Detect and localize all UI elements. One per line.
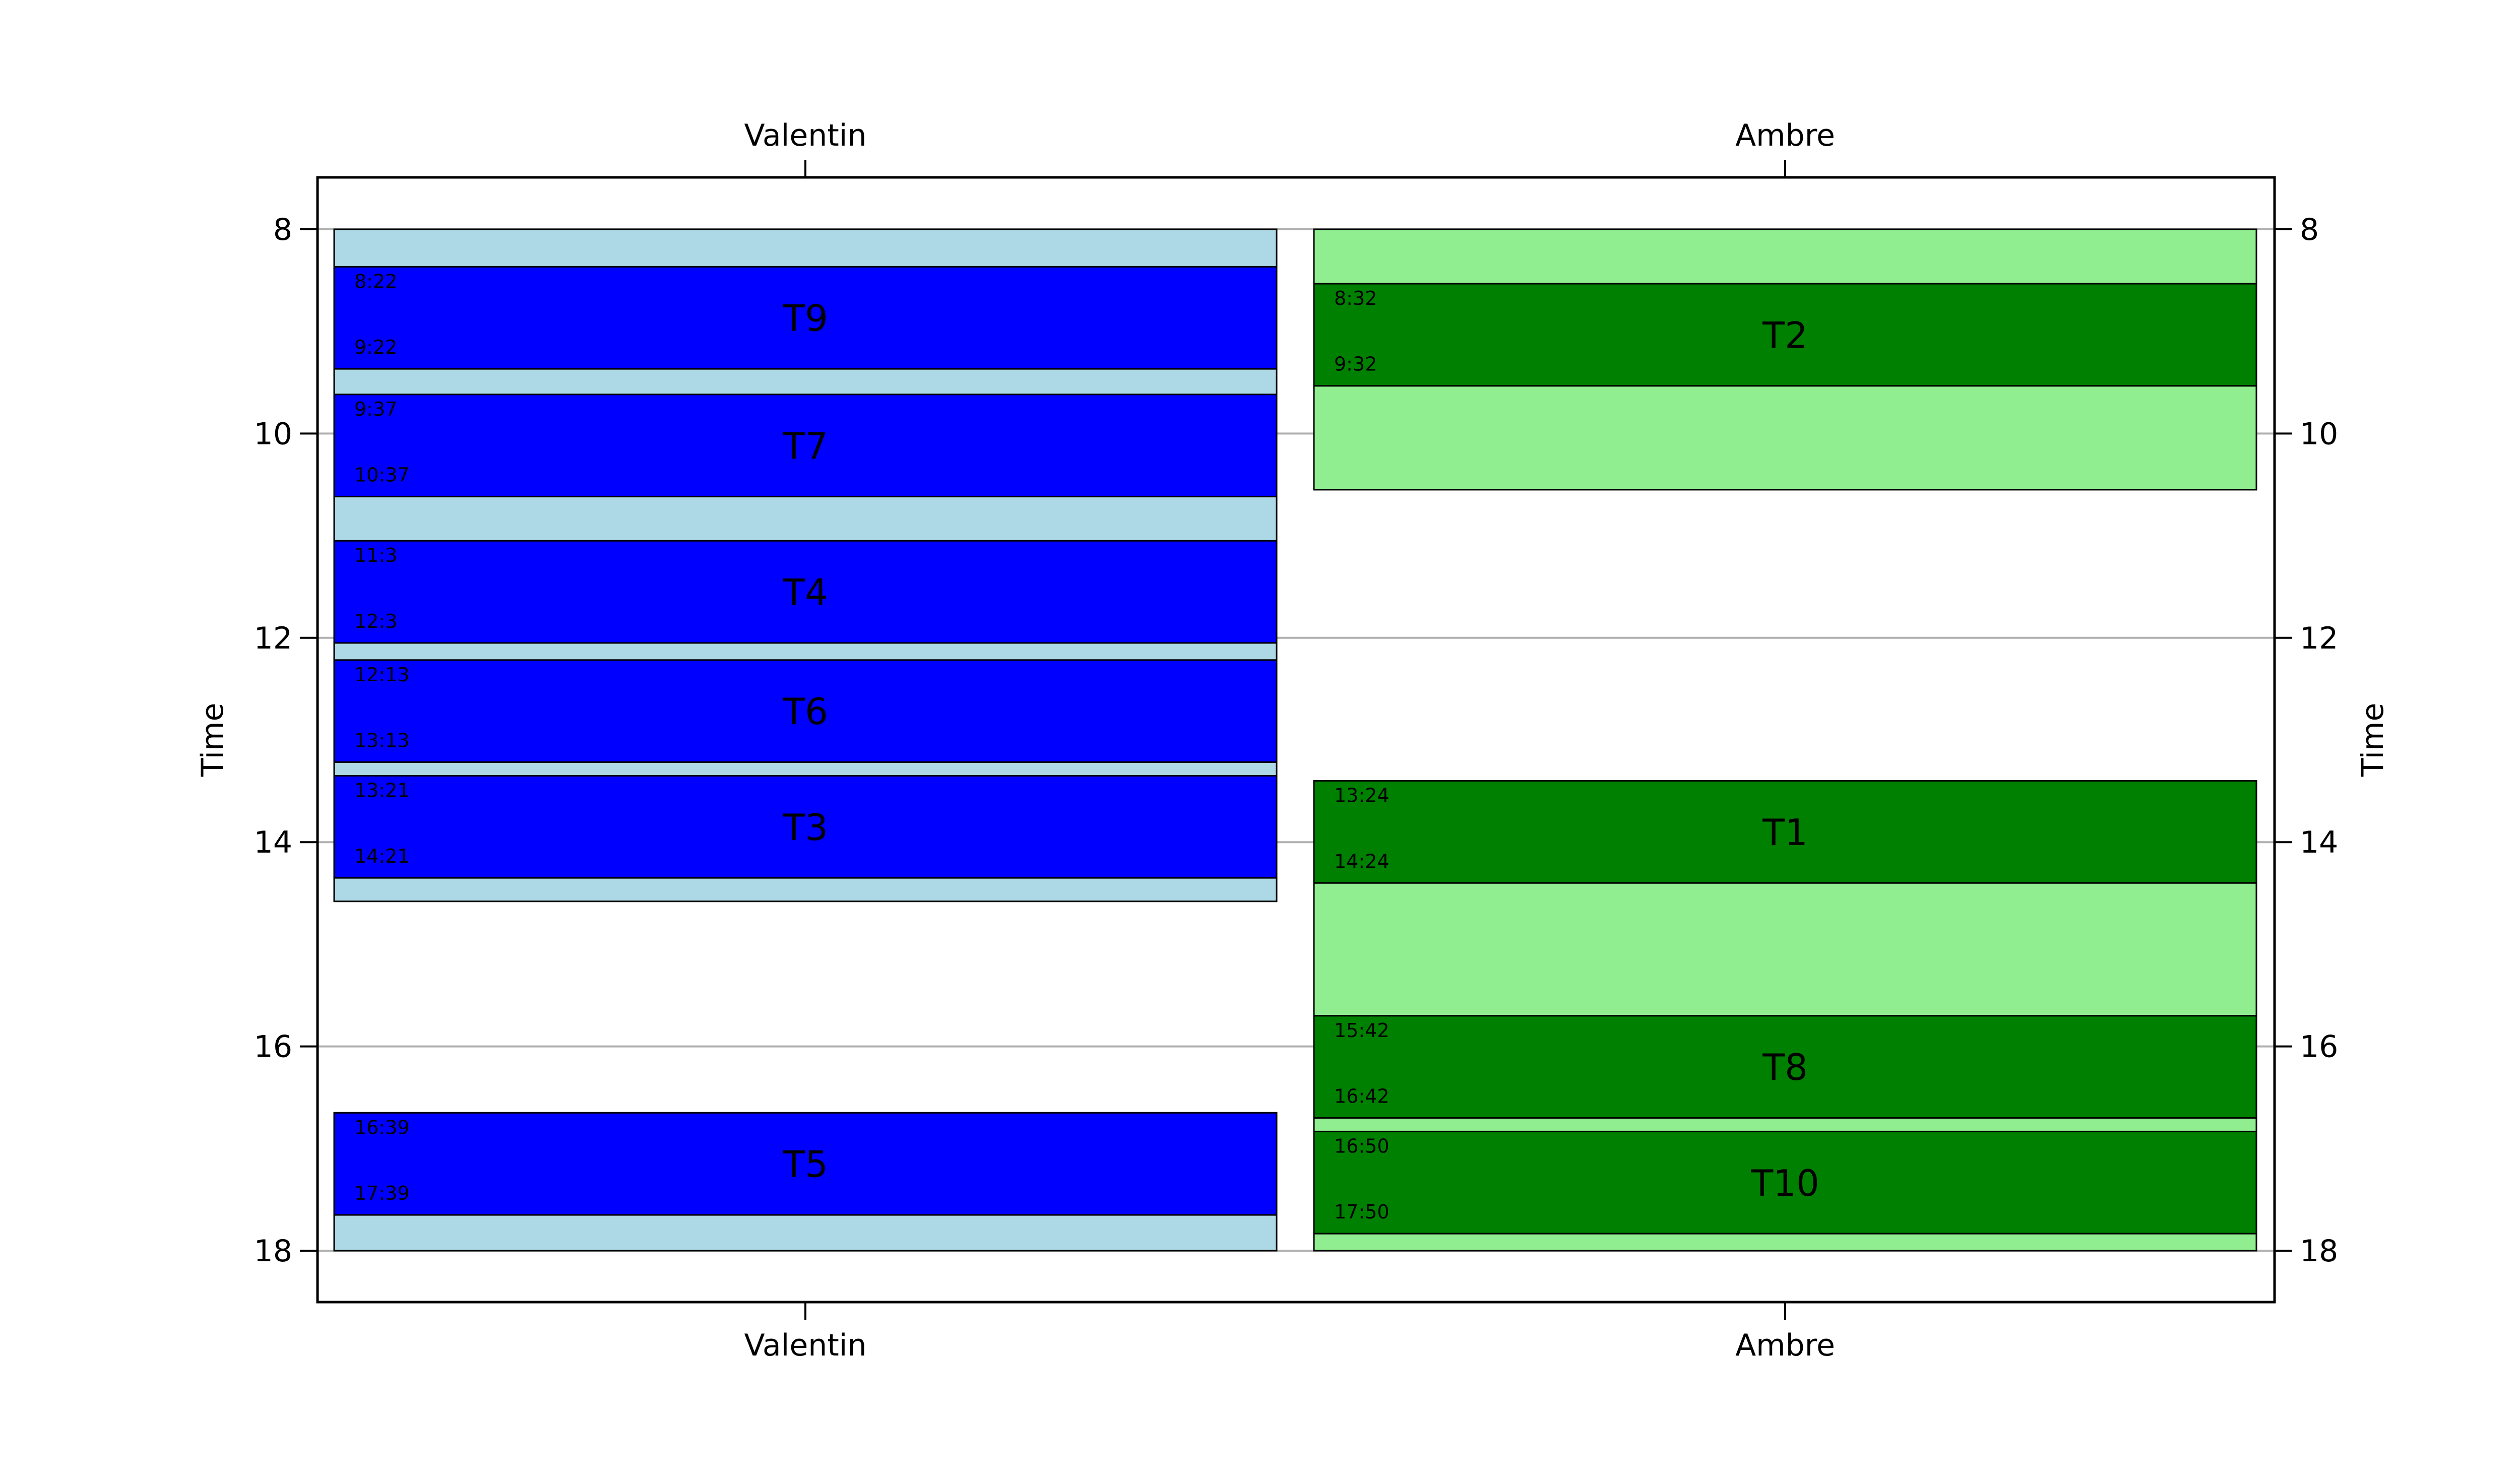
task-bar-t10 bbox=[1313, 1130, 2257, 1235]
y-tick-label-right-10: 10 bbox=[2300, 416, 2338, 451]
task-end-time-t1: 14:24 bbox=[1334, 850, 1390, 872]
task-start-time-t1: 13:24 bbox=[1334, 785, 1390, 807]
y-tick-label-left-14: 14 bbox=[254, 825, 292, 860]
task-start-time-t9: 8:22 bbox=[354, 270, 397, 292]
schedule-bars: T9 8:22 9:22 T7 9:37 10:37 T4 11:3 12:3 T6 12:13 13… bbox=[333, 228, 2257, 1252]
task-bar-t6 bbox=[333, 659, 1278, 763]
task-end-time-t9: 9:22 bbox=[354, 336, 397, 358]
axis-ticks: 8 8 10 10 12 12 14 14 16 16 18 18 Valentin Valentin Am… bbox=[254, 118, 2339, 1363]
task-end-time-t2: 9:32 bbox=[1334, 353, 1377, 375]
task-label-t4: T4 bbox=[782, 571, 828, 614]
task-start-time-t2: 8:32 bbox=[1334, 287, 1377, 309]
y-axis-title-right: Time bbox=[2355, 703, 2390, 778]
task-start-time-t7: 9:37 bbox=[354, 398, 397, 420]
y-tick-label-right-18: 18 bbox=[2300, 1234, 2338, 1269]
y-tick-label-left-18: 18 bbox=[254, 1234, 292, 1269]
task-label-t9: T9 bbox=[782, 297, 828, 340]
task-bar-t8 bbox=[1313, 1015, 2257, 1119]
task-label-t10: T10 bbox=[1750, 1162, 1819, 1204]
y-tick-label-right-16: 16 bbox=[2300, 1029, 2338, 1065]
task-label-t8: T8 bbox=[1762, 1046, 1808, 1088]
y-tick-label-right-8: 8 bbox=[2300, 212, 2319, 247]
task-start-time-t4: 11:3 bbox=[354, 544, 397, 566]
y-tick-label-left-8: 8 bbox=[273, 212, 292, 247]
x-tick-label-top-ambre: Ambre bbox=[1735, 118, 1835, 153]
x-tick-label-bottom-ambre: Ambre bbox=[1735, 1328, 1835, 1363]
task-label-t5: T5 bbox=[782, 1143, 828, 1186]
task-end-time-t7: 10:37 bbox=[354, 464, 410, 486]
task-end-time-t6: 13:13 bbox=[354, 729, 410, 751]
y-axis-title-left: Time bbox=[195, 703, 230, 778]
task-bar-t9 bbox=[333, 266, 1278, 370]
y-tick-label-left-10: 10 bbox=[254, 416, 292, 451]
task-end-time-t3: 14:21 bbox=[354, 845, 410, 867]
task-bar-t3 bbox=[333, 775, 1278, 879]
task-end-time-t4: 12:3 bbox=[354, 610, 397, 632]
task-bar-t1 bbox=[1313, 780, 2257, 884]
task-bar-t5 bbox=[333, 1112, 1278, 1216]
x-tick-label-top-valentin: Valentin bbox=[744, 118, 867, 153]
y-tick-label-right-12: 12 bbox=[2300, 621, 2338, 656]
task-label-t3: T3 bbox=[782, 806, 828, 849]
task-bar-t7 bbox=[333, 394, 1278, 497]
task-end-time-t10: 17:50 bbox=[1334, 1201, 1390, 1223]
task-label-t7: T7 bbox=[782, 425, 828, 467]
task-start-time-t5: 16:39 bbox=[354, 1116, 410, 1138]
x-tick-label-bottom-valentin: Valentin bbox=[744, 1328, 867, 1363]
task-end-time-t5: 17:39 bbox=[354, 1182, 410, 1204]
y-tick-label-right-14: 14 bbox=[2300, 825, 2338, 860]
task-label-t6: T6 bbox=[782, 690, 828, 733]
task-start-time-t8: 15:42 bbox=[1334, 1019, 1390, 1042]
task-label-t1: T1 bbox=[1762, 811, 1808, 854]
task-bar-t2 bbox=[1313, 283, 2257, 387]
task-start-time-t10: 16:50 bbox=[1334, 1135, 1390, 1157]
y-tick-label-left-12: 12 bbox=[254, 621, 292, 656]
plot-frame bbox=[316, 176, 2276, 1304]
task-start-time-t6: 12:13 bbox=[354, 664, 410, 686]
task-end-time-t8: 16:42 bbox=[1334, 1085, 1390, 1107]
y-tick-label-left-16: 16 bbox=[254, 1029, 292, 1065]
task-bar-t4 bbox=[333, 540, 1278, 644]
task-label-t2: T2 bbox=[1762, 314, 1808, 356]
task-start-time-t3: 13:21 bbox=[354, 779, 410, 801]
